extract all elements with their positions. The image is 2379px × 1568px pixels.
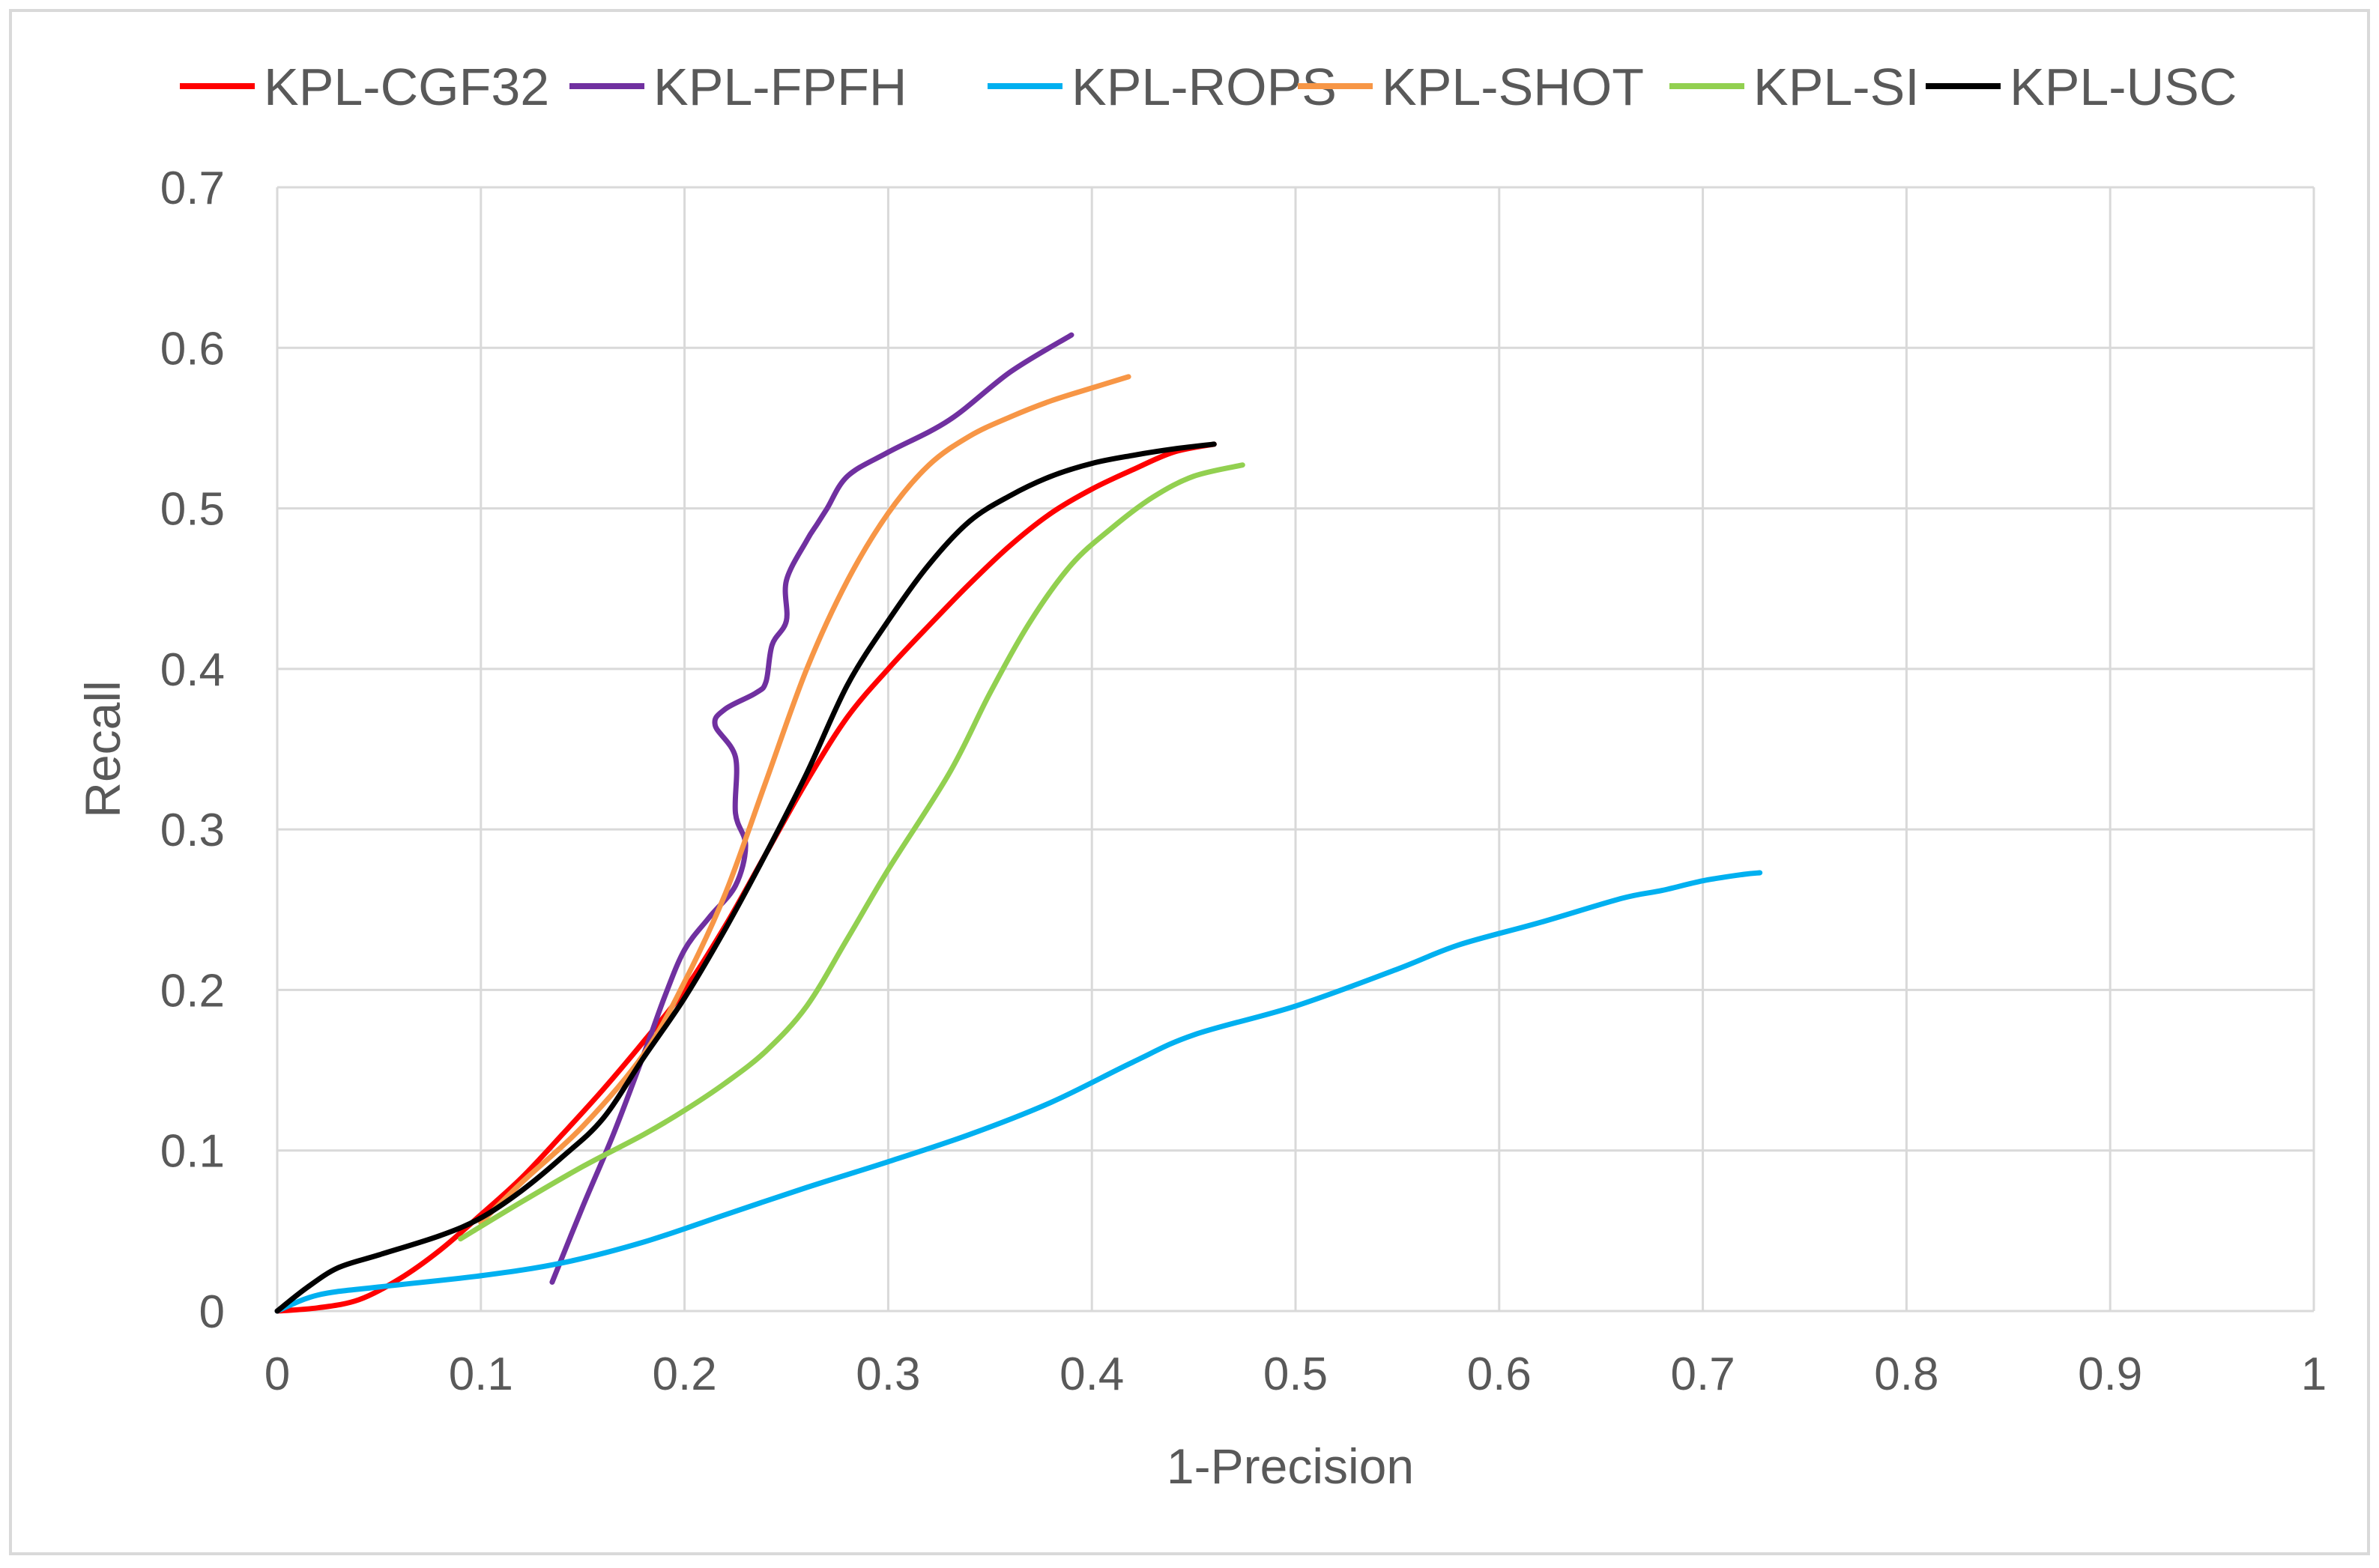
y-tick-label: 0.4 xyxy=(160,644,225,696)
legend-label: KPL-ROPS xyxy=(1071,58,1337,116)
grid xyxy=(276,186,2315,1313)
y-tick-label: 0 xyxy=(199,1286,225,1338)
x-tick-label: 0.4 xyxy=(1059,1348,1124,1400)
legend-label: KPL-USC xyxy=(2010,58,2237,116)
y-axis-title: Recall xyxy=(75,680,130,817)
series-line-kpl-fpfh xyxy=(549,332,1074,1285)
series-line-kpl-shot xyxy=(478,374,1131,1226)
y-tick-label: 0.5 xyxy=(160,484,225,536)
series-line-kpl-usc xyxy=(274,441,1217,1314)
x-tick-label: 0 xyxy=(264,1348,290,1400)
x-tick-label: 0.1 xyxy=(449,1348,513,1400)
x-tick-label: 0.9 xyxy=(2078,1348,2142,1400)
y-tick-label: 0.1 xyxy=(160,1126,225,1178)
x-tick-label: 1 xyxy=(2301,1348,2327,1400)
y-tick-label: 0.3 xyxy=(160,805,225,856)
x-tick-label: 0.3 xyxy=(856,1348,920,1400)
axes: 0 0.1 0.2 0.3 0.4 0.5 0.6 0.7 0.8 0.9 1 0 0.1 0.2 0.3 0… xyxy=(160,163,2327,1400)
chart-border xyxy=(9,9,2370,1555)
legend-label: KPL-SI xyxy=(1753,58,1920,116)
y-tick-label: 0.7 xyxy=(160,163,225,214)
legend: KPL-CGF32 KPL-FPFH KPL-ROPS KPL-SHOT KPL-SI K… xyxy=(180,58,2237,116)
y-tick-label: 0.2 xyxy=(160,965,225,1017)
x-axis-title: 1-Precision xyxy=(1167,1438,1414,1494)
series-lines xyxy=(274,332,1763,1314)
series-line-kpl-si xyxy=(458,462,1245,1242)
x-tick-label: 0.6 xyxy=(1467,1348,1532,1400)
legend-label: KPL-CGF32 xyxy=(264,58,549,116)
legend-label: KPL-SHOT xyxy=(1382,58,1644,116)
x-tick-label: 0.2 xyxy=(652,1348,716,1400)
x-tick-label: 0.8 xyxy=(1874,1348,1938,1400)
x-tick-label: 0.7 xyxy=(1670,1348,1735,1400)
legend-label: KPL-FPFH xyxy=(653,58,907,116)
series-line-kpl-rops xyxy=(274,870,1763,1314)
y-tick-label: 0.6 xyxy=(160,323,225,375)
x-tick-label: 0.5 xyxy=(1263,1348,1328,1400)
